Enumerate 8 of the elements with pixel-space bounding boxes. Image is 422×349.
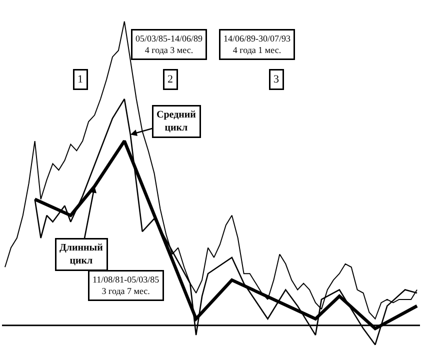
annotation: 3 [274,74,280,86]
text: Длинный цикл [60,242,104,266]
annotation: 14/06/89-30/07/93 4 года 1 мес. [224,34,291,56]
annotation: 2 [168,74,173,86]
text: Средний цикл [156,110,196,134]
annotation: 1 [78,74,83,86]
annotation: 11/08/81-05/03/85 3 года 7 мес. [92,274,160,296]
annotation: 05/03/85-14/06/89 4 года 3 мес. [136,34,203,56]
